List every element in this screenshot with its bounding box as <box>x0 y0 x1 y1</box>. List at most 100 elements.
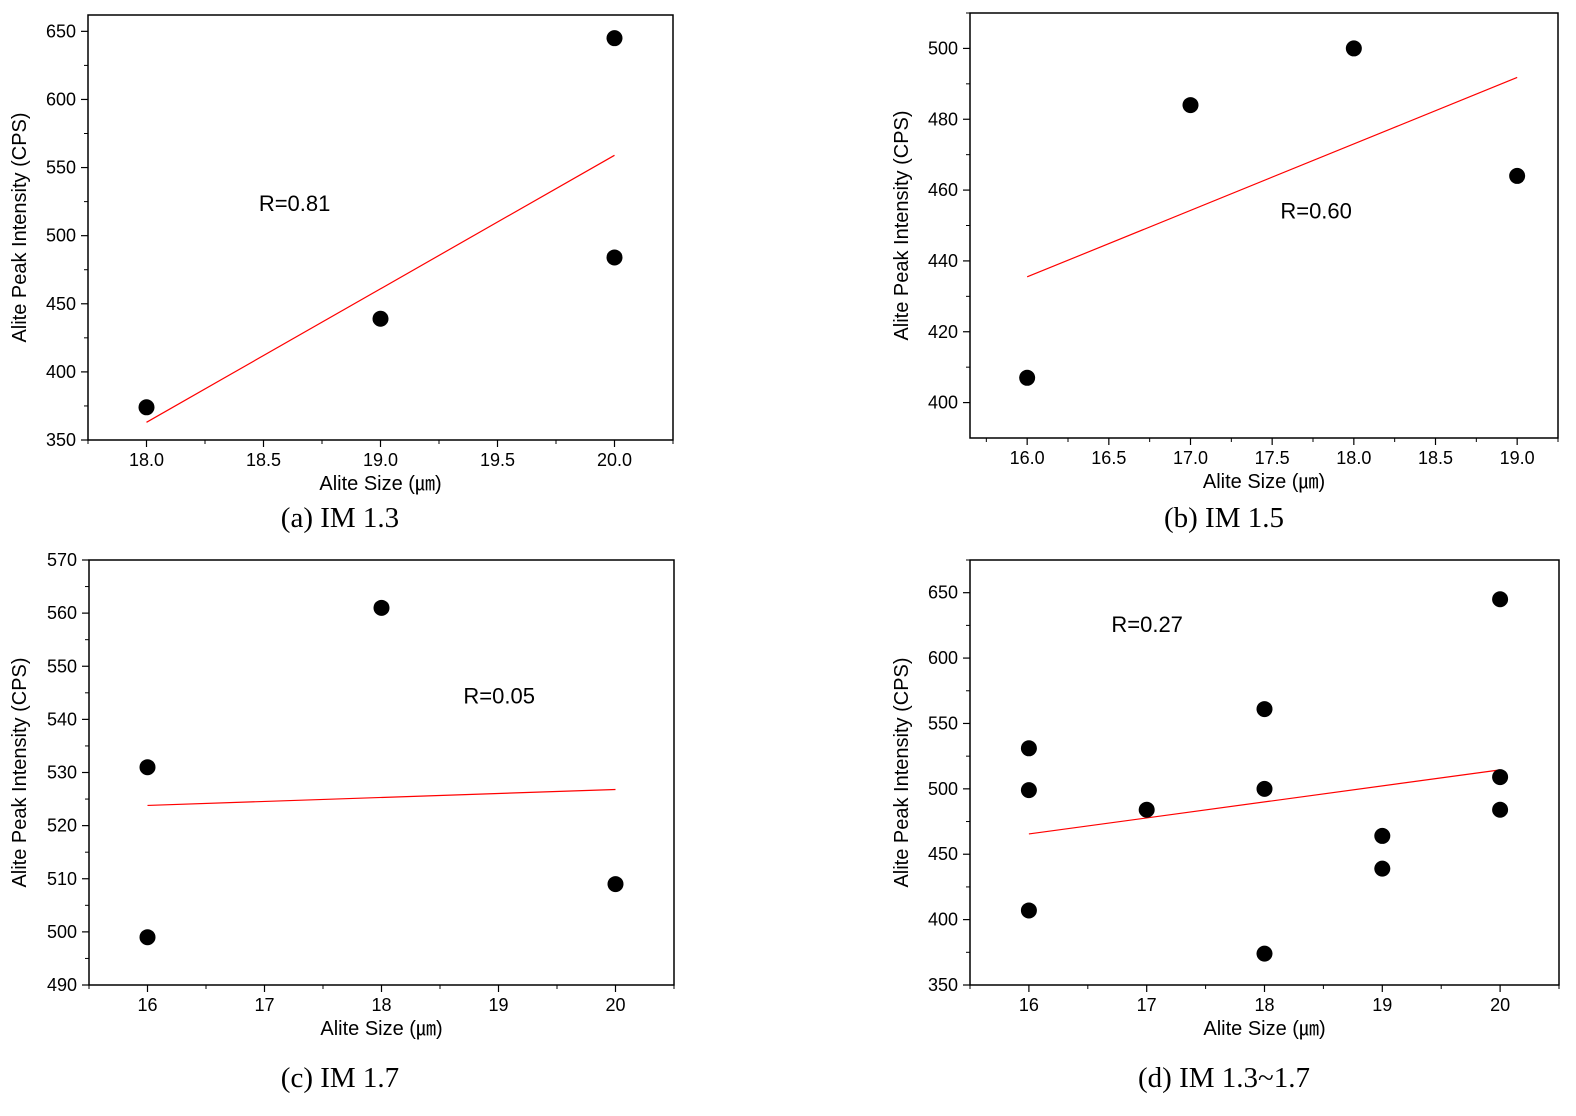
chart2-data-point <box>139 929 156 946</box>
chart3-ytick-label: 650 <box>928 583 958 603</box>
chart2-ytick-label: 550 <box>47 656 77 676</box>
chart1-ytick-label: 400 <box>928 393 958 413</box>
chart2-ytick-label: 570 <box>47 550 77 570</box>
caption-a: (a) IM 1.3 <box>280 502 400 534</box>
chart3-ytick-label: 450 <box>928 844 958 864</box>
chart2-xtick-label: 16 <box>137 995 157 1015</box>
chart-panel-a: 18.0 18.5 19.0 19.5 20.0 350 400 450 500 550 600 65… <box>0 0 700 500</box>
chart-panel-c: 16 17 18 19 20 490 500 510 520 530 540 550 560 570 Ali… <box>0 548 700 1048</box>
chart2-ytick-label: 530 <box>47 763 77 783</box>
chart3-x-axis-label: Alite Size (㎛) <box>1203 1018 1325 1040</box>
chart2-ytick-label: 490 <box>47 975 77 995</box>
chart1-x-axis-label: Alite Size (㎛) <box>1203 471 1325 493</box>
chart1-xtick-label: 19.0 <box>1500 448 1535 468</box>
chart2-y-axis-label: Alite Peak Intensity (CPS) <box>9 657 31 887</box>
chart3-ytick-label: 600 <box>928 648 958 668</box>
chart3-data-point <box>1138 801 1155 818</box>
chart3-data-point <box>1256 780 1273 797</box>
chart2-ytick-label: 540 <box>47 709 77 729</box>
chart0-xtick-label: 18.0 <box>129 450 164 470</box>
chart1-xtick-label: 17.5 <box>1255 448 1290 468</box>
chart1-r-annotation: R=0.60 <box>1280 198 1352 223</box>
chart2-xtick-label: 19 <box>488 995 508 1015</box>
chart2-xtick-label: 18 <box>371 995 391 1015</box>
chart0-ytick-label: 450 <box>46 294 76 314</box>
chart1-xtick-label: 16.5 <box>1091 448 1126 468</box>
chart3-data-point <box>1374 827 1391 844</box>
chart3-xtick-label: 18 <box>1254 995 1274 1015</box>
chart2-fit-line <box>147 788 616 807</box>
chart0-ytick-label: 500 <box>46 226 76 246</box>
chart3-data-point <box>1020 782 1037 799</box>
scatter-chart-c: 16 17 18 19 20 490 500 510 520 530 540 550 560 570 Ali… <box>9 550 675 1040</box>
chart1-fit-line <box>1026 76 1518 278</box>
chart2-plot-frame <box>88 559 675 986</box>
chart2-x-axis-label: Alite Size (㎛) <box>320 1018 442 1040</box>
chart3-data-point <box>1492 769 1509 786</box>
chart0-data-point <box>372 310 389 327</box>
chart3-ytick-label: 350 <box>928 975 958 995</box>
chart3-xtick-label: 17 <box>1137 995 1157 1015</box>
chart0-data-point <box>606 30 623 47</box>
chart3-plot-frame <box>969 559 1560 986</box>
chart2-ytick-label: 520 <box>47 816 77 836</box>
chart3-xtick-label: 16 <box>1019 995 1039 1015</box>
chart0-xtick-label: 19.0 <box>363 450 398 470</box>
scatter-chart-d: 16 17 18 19 20 350 400 450 500 550 600 650 Alite Siz… <box>891 559 1560 1040</box>
caption-b: (b) IM 1.5 <box>1163 502 1284 534</box>
chart0-ytick-label: 350 <box>46 430 76 450</box>
chart3-data-point <box>1374 860 1391 877</box>
chart3-data-point <box>1020 902 1037 919</box>
chart1-ytick-label: 480 <box>928 109 958 129</box>
chart0-r-annotation: R=0.81 <box>259 191 331 216</box>
chart2-ytick-label: 510 <box>47 869 77 889</box>
chart0-xtick-label: 20.0 <box>597 450 632 470</box>
chart2-ytick-label: 500 <box>47 922 77 942</box>
chart0-fit-line <box>146 154 615 423</box>
chart3-data-point <box>1492 591 1509 608</box>
chart3-ytick-label: 400 <box>928 910 958 930</box>
chart3-y-axis-label: Alite Peak Intensity (CPS) <box>891 657 913 887</box>
chart3-ytick-label: 500 <box>928 779 958 799</box>
chart-panel-d: 16 17 18 19 20 350 400 450 500 550 600 650 Alite Siz… <box>882 548 1576 1048</box>
chart2-r-annotation: R=0.05 <box>463 683 535 708</box>
chart0-xtick-label: 19.5 <box>480 450 515 470</box>
chart-panel-b: 16.0 16.5 17.0 17.5 18.0 18.5 19.0 400 420 440 460… <box>882 0 1576 500</box>
chart3-data-point <box>1256 945 1273 962</box>
chart0-y-axis-label: Alite Peak Intensity (CPS) <box>9 112 31 342</box>
chart2-xtick-label: 20 <box>605 995 625 1015</box>
chart0-data-point <box>138 399 155 416</box>
chart1-xtick-label: 16.0 <box>1010 448 1045 468</box>
chart0-plot-frame <box>87 14 674 441</box>
chart0-data-point <box>606 249 623 266</box>
chart2-xtick-label: 17 <box>254 995 274 1015</box>
chart2-data-point <box>139 759 156 776</box>
chart0-xtick-label: 18.5 <box>246 450 281 470</box>
chart1-ytick-label: 500 <box>928 38 958 58</box>
chart0-ytick-label: 650 <box>46 21 76 41</box>
caption-d: (d) IM 1.3~1.7 <box>1138 1062 1310 1094</box>
chart1-data-point <box>1019 369 1036 386</box>
chart1-y-axis-label: Alite Peak Intensity (CPS) <box>891 110 913 340</box>
chart3-ytick-label: 550 <box>928 713 958 733</box>
chart1-data-point <box>1509 167 1526 184</box>
chart1-xtick-label: 18.5 <box>1418 448 1453 468</box>
chart3-xtick-label: 19 <box>1372 995 1392 1015</box>
chart0-ytick-label: 600 <box>46 89 76 109</box>
chart1-ytick-label: 460 <box>928 180 958 200</box>
scatter-chart-b: 16.0 16.5 17.0 17.5 18.0 18.5 19.0 400 420 440 460… <box>891 12 1559 493</box>
chart0-x-axis-label: Alite Size (㎛) <box>319 473 441 495</box>
chart1-data-point <box>1345 40 1362 57</box>
chart2-data-point <box>607 876 624 893</box>
caption-c: (c) IM 1.7 <box>280 1062 400 1094</box>
chart3-data-point <box>1492 801 1509 818</box>
chart1-data-point <box>1182 97 1199 114</box>
chart3-data-point <box>1256 701 1273 718</box>
chart3-data-point <box>1020 740 1037 757</box>
chart3-r-annotation: R=0.27 <box>1111 612 1183 637</box>
chart1-ytick-label: 440 <box>928 251 958 271</box>
chart3-fit-line <box>1028 769 1501 835</box>
chart3-xtick-label: 20 <box>1490 995 1510 1015</box>
chart1-xtick-label: 17.0 <box>1173 448 1208 468</box>
chart0-ytick-label: 400 <box>46 362 76 382</box>
